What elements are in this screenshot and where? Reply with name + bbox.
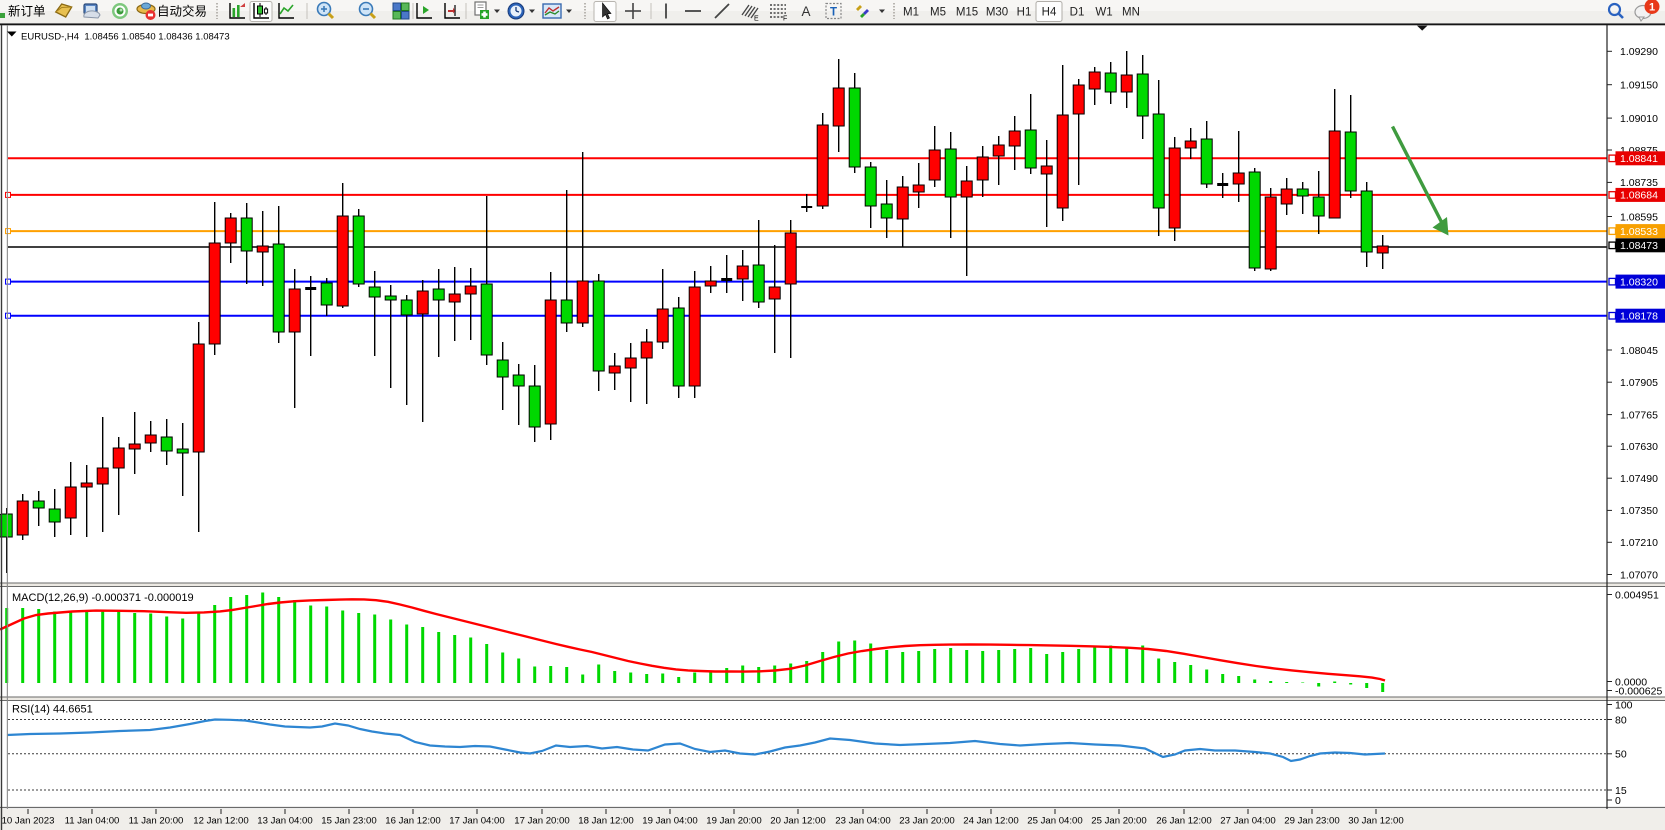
svg-text:18 Jan 12:00: 18 Jan 12:00 bbox=[578, 816, 633, 827]
svg-text:11 Jan 20:00: 11 Jan 20:00 bbox=[129, 816, 184, 827]
svg-text:17 Jan 20:00: 17 Jan 20:00 bbox=[514, 816, 569, 827]
svg-text:1.07210: 1.07210 bbox=[1620, 537, 1658, 549]
svg-text:W1: W1 bbox=[1095, 7, 1112, 19]
svg-text:M15: M15 bbox=[956, 7, 978, 19]
svg-text:24 Jan 12:00: 24 Jan 12:00 bbox=[963, 816, 1018, 827]
svg-text:100: 100 bbox=[1615, 699, 1633, 711]
svg-text:0: 0 bbox=[1615, 795, 1621, 807]
svg-text:M5: M5 bbox=[930, 7, 946, 19]
svg-text:1.07630: 1.07630 bbox=[1620, 441, 1658, 453]
svg-text:M30: M30 bbox=[986, 7, 1008, 19]
svg-text:1.09290: 1.09290 bbox=[1620, 46, 1658, 58]
svg-text:D1: D1 bbox=[1070, 7, 1085, 19]
svg-text:1.08178: 1.08178 bbox=[1620, 311, 1658, 323]
svg-text:1.08320: 1.08320 bbox=[1620, 276, 1658, 288]
svg-text:-0.000625: -0.000625 bbox=[1615, 685, 1662, 697]
svg-text:27 Jan 04:00: 27 Jan 04:00 bbox=[1220, 816, 1275, 827]
svg-text:F: F bbox=[783, 16, 787, 23]
svg-text:26 Jan 12:00: 26 Jan 12:00 bbox=[1156, 816, 1211, 827]
svg-text:1.08684: 1.08684 bbox=[1620, 190, 1658, 202]
svg-text:1.08045: 1.08045 bbox=[1620, 345, 1658, 357]
svg-text:17 Jan 04:00: 17 Jan 04:00 bbox=[449, 816, 504, 827]
svg-text:19 Jan 04:00: 19 Jan 04:00 bbox=[642, 816, 697, 827]
svg-text:MACD(12,26,9) -0.000371 -0.000: MACD(12,26,9) -0.000371 -0.000019 bbox=[12, 592, 194, 604]
svg-text:0.004951: 0.004951 bbox=[1615, 589, 1659, 601]
svg-text:23 Jan 04:00: 23 Jan 04:00 bbox=[835, 816, 890, 827]
svg-text:M1: M1 bbox=[903, 7, 919, 19]
svg-text:12 Jan 12:00: 12 Jan 12:00 bbox=[193, 816, 248, 827]
svg-text:1.08841: 1.08841 bbox=[1620, 153, 1658, 165]
svg-text:19 Jan 20:00: 19 Jan 20:00 bbox=[706, 816, 761, 827]
svg-text:16 Jan 12:00: 16 Jan 12:00 bbox=[385, 816, 440, 827]
svg-text:25 Jan 20:00: 25 Jan 20:00 bbox=[1091, 816, 1146, 827]
svg-text:50: 50 bbox=[1615, 749, 1627, 761]
svg-text:30 Jan 12:00: 30 Jan 12:00 bbox=[1348, 816, 1403, 827]
svg-text:10 Jan 2023: 10 Jan 2023 bbox=[2, 816, 55, 827]
svg-text:H4: H4 bbox=[1042, 7, 1057, 19]
svg-text:25 Jan 04:00: 25 Jan 04:00 bbox=[1027, 816, 1082, 827]
svg-text:15: 15 bbox=[1615, 785, 1627, 797]
svg-text:T: T bbox=[830, 7, 837, 19]
svg-text:29 Jan 23:00: 29 Jan 23:00 bbox=[1284, 816, 1339, 827]
svg-text:1: 1 bbox=[1649, 2, 1655, 14]
svg-text:自动交易: 自动交易 bbox=[157, 4, 207, 19]
svg-text:1.08735: 1.08735 bbox=[1620, 177, 1658, 189]
svg-text:新订单: 新订单 bbox=[8, 4, 46, 19]
svg-text:E: E bbox=[754, 16, 759, 23]
svg-text:80: 80 bbox=[1615, 714, 1627, 726]
svg-text:1.07490: 1.07490 bbox=[1620, 473, 1658, 485]
svg-text:EURUSD-,H4 1.08456 1.08540 1.: EURUSD-,H4 1.08456 1.08540 1.08436 1.084… bbox=[21, 32, 230, 43]
svg-text:15 Jan 23:00: 15 Jan 23:00 bbox=[321, 816, 376, 827]
svg-text:1.07905: 1.07905 bbox=[1620, 377, 1658, 389]
svg-text:1.07350: 1.07350 bbox=[1620, 505, 1658, 517]
svg-text:0.0000: 0.0000 bbox=[1615, 676, 1647, 688]
svg-text:1.07765: 1.07765 bbox=[1620, 409, 1658, 421]
svg-text:H1: H1 bbox=[1017, 7, 1032, 19]
svg-text:20 Jan 12:00: 20 Jan 12:00 bbox=[770, 816, 825, 827]
svg-text:1.09150: 1.09150 bbox=[1620, 80, 1658, 92]
svg-text:11 Jan 04:00: 11 Jan 04:00 bbox=[65, 816, 120, 827]
svg-text:1.08595: 1.08595 bbox=[1620, 211, 1658, 223]
svg-text:MN: MN bbox=[1122, 7, 1140, 19]
svg-text:A: A bbox=[801, 4, 810, 19]
svg-text:1.08473: 1.08473 bbox=[1620, 240, 1658, 252]
svg-text:13 Jan 04:00: 13 Jan 04:00 bbox=[257, 816, 312, 827]
svg-text:23 Jan 20:00: 23 Jan 20:00 bbox=[899, 816, 954, 827]
svg-text:1.09010: 1.09010 bbox=[1620, 113, 1658, 125]
svg-text:1.08533: 1.08533 bbox=[1620, 226, 1658, 238]
svg-text:RSI(14) 44.6651: RSI(14) 44.6651 bbox=[12, 704, 93, 716]
svg-text:1.07070: 1.07070 bbox=[1620, 569, 1658, 581]
